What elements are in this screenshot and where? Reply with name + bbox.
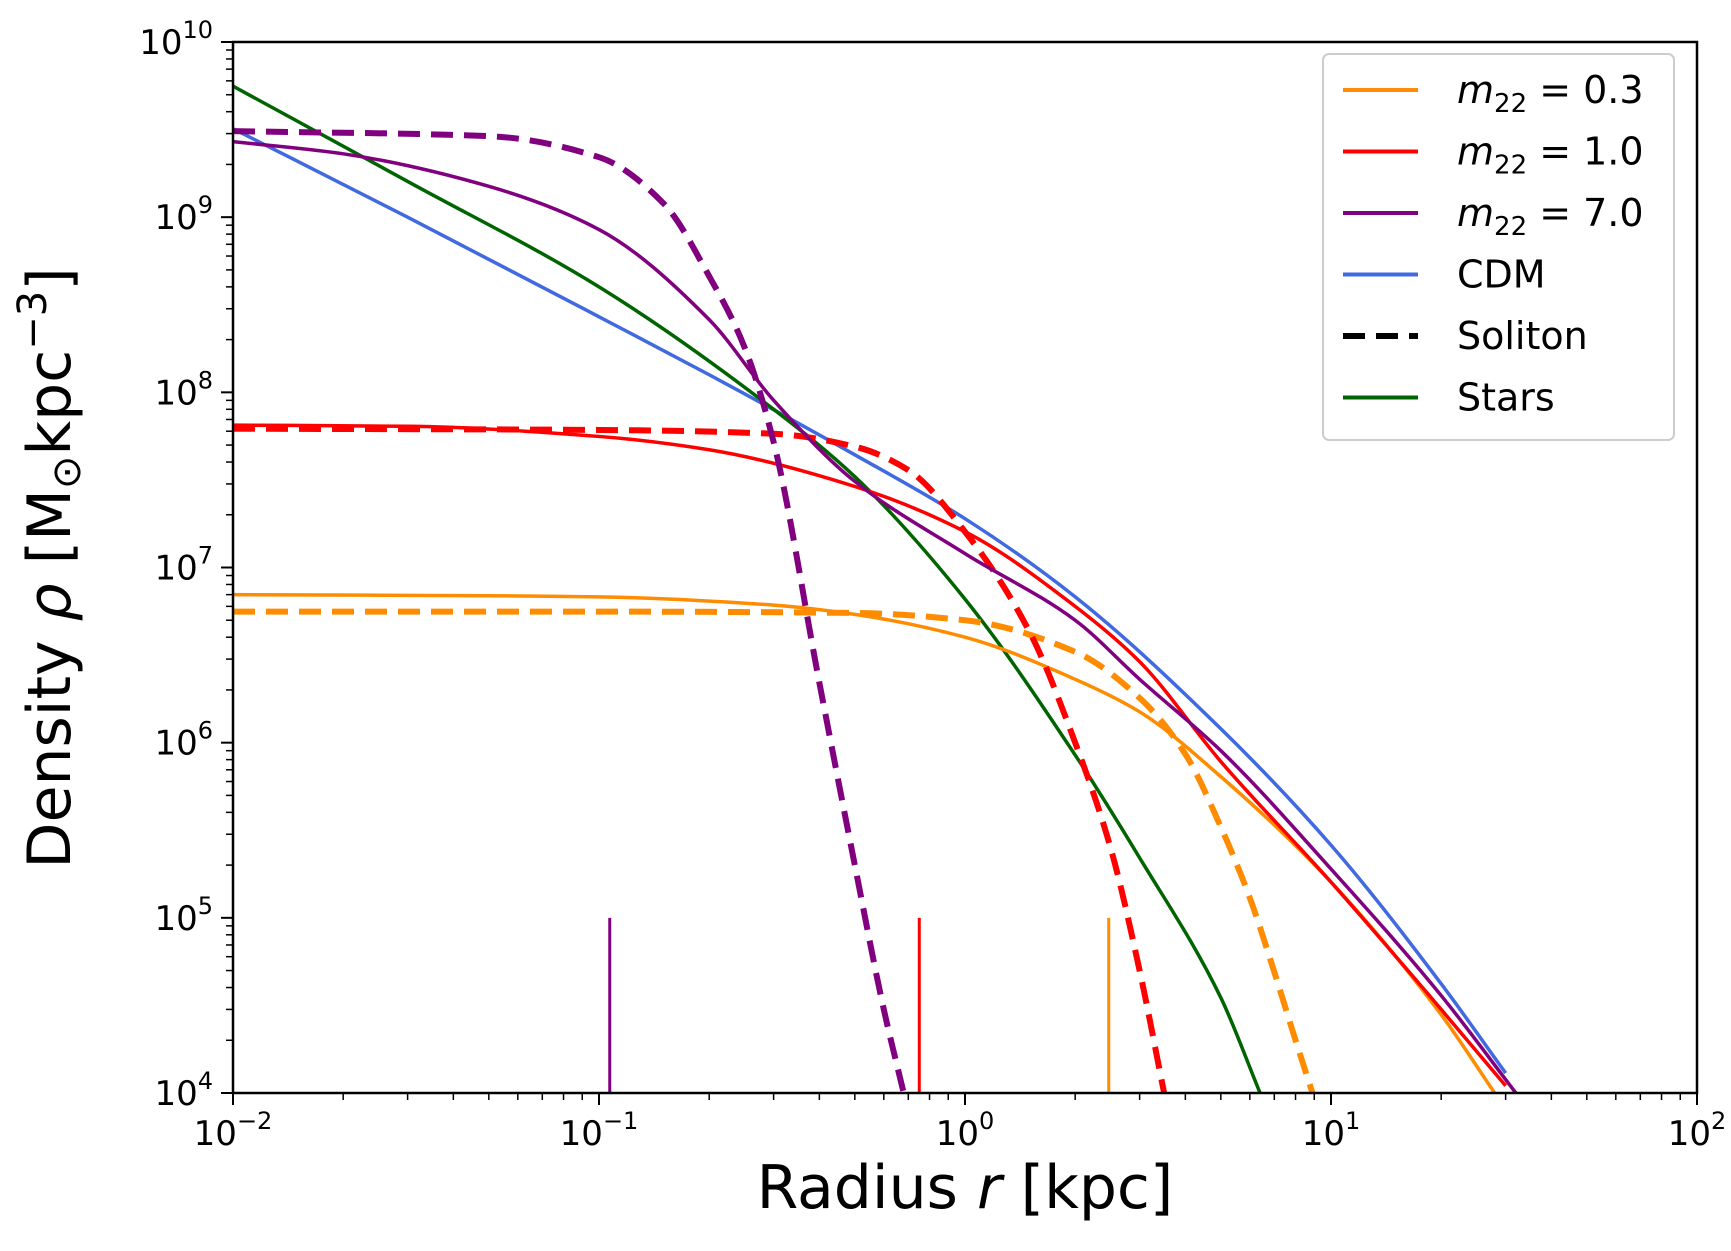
series-line-0-solid: [233, 127, 1508, 1075]
legend-label: m22 = 1.0: [1457, 130, 1644, 181]
series-line-2-solid: [233, 592, 1497, 1093]
x-tick-labels: 10−2 10−1 100 101 102: [194, 1107, 1727, 1154]
series-line-5-dashed: [233, 425, 1168, 1093]
y-tick-label: 107: [154, 542, 213, 589]
legend-label: m22 = 7.0: [1457, 191, 1644, 242]
y-tick-label: 105: [154, 892, 213, 939]
legend-label: Stars: [1457, 376, 1555, 420]
x-tick-label: 10−2: [194, 1107, 273, 1154]
x-tick-label: 101: [1302, 1107, 1361, 1154]
series-layer: [233, 84, 1518, 1093]
y-tick-label: 104: [154, 1067, 213, 1114]
legend-entry: m22 = 7.0: [1343, 191, 1644, 242]
core-radius-markers: [608, 917, 1111, 1093]
y-tick-labels: 104 105 106 107 108 109 1010: [139, 16, 213, 1114]
x-axis-label: Radius r [kpc]: [757, 1153, 1174, 1223]
legend-entry: CDM: [1343, 253, 1546, 297]
y-tick-label: 108: [154, 366, 213, 413]
legend-entry: m22 = 0.3: [1343, 68, 1644, 119]
legend-label: Soliton: [1457, 314, 1588, 358]
x-tick-label: 100: [936, 1107, 995, 1154]
legend-label: m22 = 0.3: [1457, 68, 1644, 119]
major-ticks: [221, 41, 1698, 1105]
legend-entry: m22 = 1.0: [1343, 130, 1644, 181]
x-tick-label: 102: [1668, 1107, 1727, 1154]
series-line-6-solid: [233, 139, 1518, 1093]
y-tick-label: 109: [154, 191, 213, 238]
y-tick-label: 1010: [139, 16, 213, 63]
legend-entry: Stars: [1343, 376, 1555, 420]
legend-label: CDM: [1457, 253, 1546, 297]
series-line-4-solid: [233, 423, 1507, 1087]
y-tick-label: 106: [154, 717, 213, 764]
x-tick-label: 10−1: [560, 1107, 639, 1154]
legend: m22 = 0.3 m22 = 1.0 m22 = 7.0 CDM Soliton Sta…: [1322, 53, 1675, 441]
series-line-1-solid: [233, 84, 1262, 1093]
series-line-7-dashed: [233, 128, 907, 1093]
plot-frame: [231, 40, 1699, 1095]
legend-entry: Soliton: [1343, 314, 1588, 358]
series-line-3-dashed: [233, 608, 1316, 1093]
y-axis-label: Density ρ [M⊙kpc−3]: [10, 267, 90, 868]
